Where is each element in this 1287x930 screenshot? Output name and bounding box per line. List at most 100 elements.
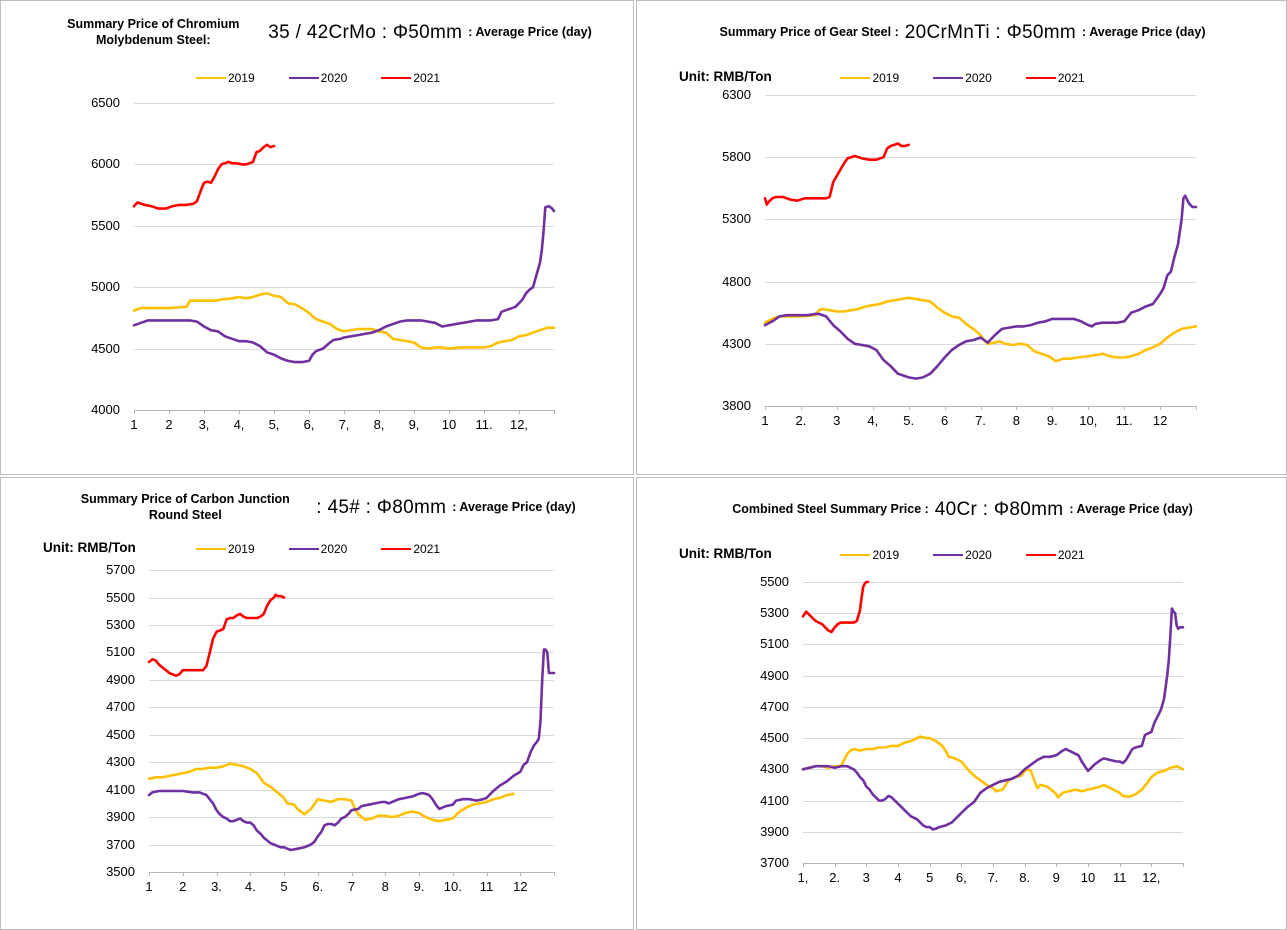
x-axis-tick — [944, 406, 946, 410]
y-axis-tick-label: 5500 — [106, 589, 135, 605]
chart-title-suffix: : Average Price (day) — [452, 500, 576, 515]
x-axis-tick-label: 9. — [413, 879, 425, 894]
x-axis-tick — [379, 410, 380, 414]
legend-item-2019[interactable]: 2019 — [195, 71, 255, 85]
x-axis-tick — [554, 410, 555, 414]
legend-swatch-icon — [933, 554, 964, 556]
legend-item-2021[interactable]: 2021 — [1025, 548, 1085, 562]
x-axis-tick — [284, 872, 285, 876]
gridline — [765, 95, 1196, 96]
gridline — [803, 675, 1183, 677]
x-axis-tick — [929, 863, 931, 867]
x-axis-tick-label: 12, — [1142, 870, 1161, 885]
x-axis-tick-label: 7. — [975, 413, 986, 428]
legend-swatch-icon — [381, 548, 412, 550]
legend-item-2021[interactable]: 2021 — [381, 71, 440, 85]
chart-title: Summary Price of Chromium Molybdenum Ste… — [9, 9, 627, 57]
chart-title-spec: 35 / 42CrMo : Φ50mm — [268, 22, 463, 43]
x-axis-tick — [204, 410, 205, 414]
legend-label: 2019 — [227, 71, 255, 85]
x-axis-tick — [834, 863, 836, 867]
x-axis-tick-label: 1 — [145, 879, 153, 894]
legend-item-2019[interactable]: 2019 — [840, 548, 899, 562]
x-axis-tick — [1088, 863, 1089, 867]
chart-title-suffix: : Average Price (day) — [1082, 25, 1206, 40]
legend-item-2020[interactable]: 2020 — [933, 71, 992, 85]
legend-item-2021[interactable]: 2021 — [1025, 71, 1085, 85]
x-axis-tick — [486, 872, 488, 876]
x-axis-tick — [993, 863, 994, 867]
gridline — [149, 597, 554, 599]
chart-title-spec: 40Cr : Φ80mm — [934, 499, 1064, 520]
legend-swatch-icon — [195, 548, 226, 550]
x-axis-tick — [961, 863, 963, 867]
series-line-2021 — [763, 142, 910, 206]
legend-item-2020[interactable]: 2020 — [288, 542, 347, 556]
gridline — [149, 652, 554, 654]
gridline — [149, 624, 554, 626]
chart-title-spec: : 45# : Φ80mm — [316, 497, 447, 518]
x-axis-tick-label: 3 — [833, 413, 841, 428]
plot-area: 5500 5300 5100 4900 4700 4500 4300 4100 3900 3700… — [645, 574, 1280, 889]
x-axis-tick-label: 2. — [829, 870, 841, 885]
legend-swatch-icon — [288, 77, 319, 79]
y-axis-tick-label: 3700 — [106, 836, 135, 852]
x-axis-tick-label: 8 — [381, 879, 389, 894]
x-axis-tick-label: 2 — [165, 417, 173, 432]
x-axis-tick-label: 12 — [513, 879, 528, 894]
chart-title-prefix: Combined Steel Summary Price : — [732, 502, 929, 517]
gridline — [803, 769, 1183, 771]
legend-label: 2021 — [1057, 71, 1085, 85]
y-axis-tick-label: 3800 — [722, 398, 751, 413]
y-axis-tick-label: 5000 — [91, 279, 120, 295]
x-axis-tick — [274, 410, 275, 414]
gridline — [134, 164, 554, 166]
chart-panel-carbon-round-steel: Summary Price of Carbon Junction Round S… — [0, 477, 634, 930]
series-line-2019 — [147, 762, 515, 823]
series-lines — [132, 143, 556, 364]
chart-legend: 2019 2020 2021 — [9, 542, 627, 556]
x-axis-tick — [1024, 863, 1026, 867]
legend-item-2019[interactable]: 2019 — [195, 542, 255, 556]
x-axis-tick-label: 10 — [1080, 870, 1096, 885]
legend-item-2020[interactable]: 2020 — [933, 548, 992, 562]
y-axis-tick-label: 4500 — [760, 730, 789, 746]
legend-item-2019[interactable]: 2019 — [840, 71, 899, 85]
x-axis-tick-label: 3, — [198, 417, 210, 432]
x-axis-tick-label: 4, — [233, 417, 245, 432]
y-axis-tick-label: 6000 — [91, 156, 120, 172]
chart-legend: 2019 2020 2021 — [645, 71, 1280, 85]
gridline — [149, 570, 554, 571]
x-axis-tick-label: 7, — [338, 417, 350, 432]
x-axis-tick-label: 6. — [312, 879, 324, 894]
y-axis-tick-label: 4100 — [760, 792, 789, 808]
legend-swatch-icon — [840, 554, 871, 556]
gridline — [803, 613, 1183, 615]
x-axis-tick — [1016, 406, 1018, 410]
x-axis-tick-label: 7. — [987, 870, 999, 885]
y-axis-tick-label: 3900 — [760, 823, 789, 839]
x-axis-tick-label: 5, — [268, 417, 280, 432]
x-axis-tick-label: 10, — [1079, 413, 1098, 428]
legend-item-2020[interactable]: 2020 — [288, 71, 347, 85]
gridline — [803, 738, 1183, 740]
legend-item-2021[interactable]: 2021 — [381, 542, 440, 556]
x-axis-tick — [1088, 406, 1090, 410]
legend-swatch-icon — [195, 77, 226, 79]
y-axis-tick-label: 5700 — [106, 562, 135, 577]
x-axis-tick-label: 9. — [1046, 413, 1058, 428]
gridline — [803, 706, 1183, 708]
x-axis-tick — [419, 872, 420, 876]
y-axis-tick-label: 4900 — [760, 667, 789, 683]
x-axis-tick — [414, 410, 415, 414]
x-axis-tick-label: 1, — [797, 870, 809, 885]
x-axis-tick — [1151, 863, 1153, 867]
x-axis-tick-label: 10 — [441, 417, 457, 432]
legend-swatch-icon — [288, 548, 319, 550]
x-axis-tick — [1052, 406, 1054, 410]
y-axis-tick-label: 5500 — [760, 574, 789, 589]
chart-meta-row: Unit: RMB/Ton 2019 2020 2021 — [9, 536, 627, 562]
x-axis-tick-label: 2 — [179, 879, 187, 894]
x-axis-tick-label: 9, — [408, 417, 420, 432]
x-axis-tick — [182, 872, 184, 876]
